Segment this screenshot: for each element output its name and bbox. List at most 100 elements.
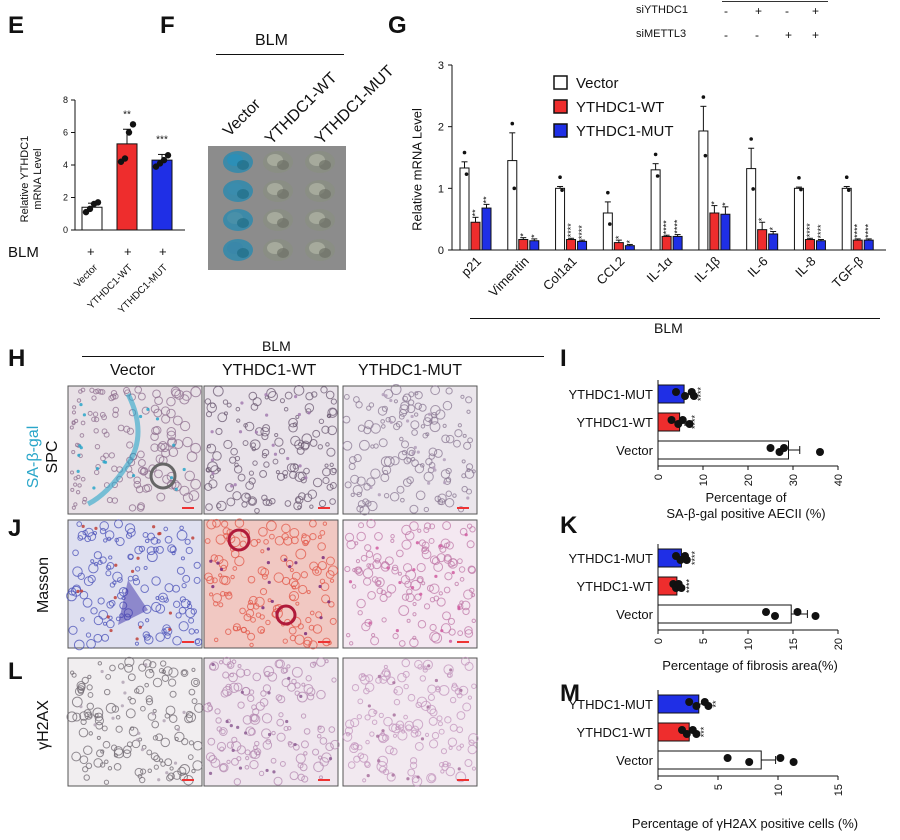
tissue-alveolus — [153, 546, 159, 553]
tissue-alveolus — [327, 565, 339, 576]
tissue-stain — [240, 401, 244, 405]
tissue-alveolus — [103, 779, 110, 785]
tissue-alveolus — [461, 459, 466, 464]
tissue-stain — [162, 719, 166, 723]
tissue-alveolus — [471, 683, 477, 689]
tissue-alveolus — [258, 527, 268, 537]
tissue-alveolus — [155, 733, 164, 742]
k-point — [811, 612, 820, 620]
tissue-stain — [449, 668, 453, 672]
tissue-alveolus — [94, 443, 101, 450]
tissue-alveolus — [207, 461, 218, 473]
tissue-alveolus — [192, 760, 203, 771]
tissue-alveolus — [456, 745, 462, 751]
tissue-alveolus — [125, 708, 136, 719]
tissue-alveolus — [194, 628, 199, 634]
tissue-alveolus — [463, 589, 474, 600]
tissue-alveolus — [215, 427, 223, 436]
i-point — [672, 388, 680, 396]
tissue-alveolus — [188, 688, 196, 696]
tissue-alveolus — [117, 577, 123, 583]
tissue-alveolus — [105, 570, 112, 577]
tissue-alveolus — [124, 663, 134, 673]
tissue-alveolus — [389, 492, 400, 502]
tissue-alveolus — [236, 756, 242, 762]
tissue-alveolus — [381, 668, 391, 677]
tissue-alveolus — [305, 616, 312, 624]
tissue-alveolus — [132, 578, 141, 586]
tissue-alveolus — [140, 705, 146, 712]
tissue-alveolus — [317, 560, 327, 571]
tissue-alveolus — [452, 493, 457, 498]
tissue-alveolus — [364, 682, 375, 692]
tissue-alveolus — [75, 489, 81, 495]
tissue-alveolus — [451, 684, 459, 692]
tissue-stain — [93, 723, 97, 727]
g-legend-label: YTHDC1-MUT — [576, 123, 674, 140]
tissue-alveolus — [134, 641, 140, 646]
tissue-alveolus — [226, 691, 231, 696]
tissue-alveolus — [426, 704, 437, 715]
tissue-alveolus — [166, 426, 177, 437]
tissue-alveolus — [99, 556, 107, 564]
g-significance: **** — [853, 223, 863, 238]
tissue-stain — [434, 574, 438, 578]
tissue-alveolus — [182, 492, 194, 503]
tissue-stain — [146, 407, 150, 411]
tissue-alveolus — [410, 420, 420, 430]
tissue-stain — [182, 467, 186, 472]
k-significance: **** — [685, 579, 695, 594]
tissue-alveolus — [356, 598, 366, 609]
tissue-alveolus — [319, 578, 326, 584]
tissue-alveolus — [206, 443, 217, 454]
tissue-alveolus — [73, 502, 78, 507]
tissue-alveolus — [134, 545, 143, 555]
tissue-stain — [464, 533, 468, 537]
tissue-alveolus — [305, 392, 314, 401]
tissue-alveolus — [403, 456, 412, 465]
tissue-alveolus — [346, 539, 356, 550]
tissue-alveolus — [329, 498, 336, 505]
g-ytick-label: 0 — [438, 245, 444, 257]
tissue-stain — [82, 413, 87, 417]
tissue-alveolus — [421, 546, 430, 555]
tissue-alveolus — [279, 398, 286, 404]
tissue-stain — [381, 729, 385, 733]
tissue-alveolus — [429, 708, 438, 717]
e-significance: *** — [156, 134, 168, 145]
tissue-alveolus — [87, 532, 97, 541]
tissue-alveolus — [322, 467, 331, 477]
tissue-alveolus — [399, 436, 404, 442]
tissue-alveolus — [316, 733, 322, 739]
tissue-alveolus — [287, 741, 293, 746]
tissue-alveolus — [459, 577, 465, 582]
tissue-alveolus — [217, 412, 228, 423]
tissue-alveolus — [167, 544, 176, 553]
tissue-stain — [410, 586, 415, 590]
tissue-alveolus — [149, 668, 154, 673]
tissue-alveolus — [266, 520, 277, 532]
tissue-alveolus — [80, 476, 86, 482]
lung-lobe-shade2 — [277, 248, 289, 258]
tissue-alveolus — [439, 761, 445, 768]
tissue-alveolus — [350, 717, 360, 728]
tissue-stain — [438, 544, 442, 548]
tissue-alveolus — [205, 503, 213, 511]
tissue-alveolus — [386, 676, 396, 686]
tissue-stain — [173, 761, 178, 765]
tissue-alveolus — [357, 500, 366, 508]
e-ytick-label: 2 — [63, 193, 68, 203]
tissue-alveolus — [144, 682, 149, 688]
tissue-alveolus — [156, 492, 166, 502]
tissue-alveolus — [226, 741, 235, 749]
lung-lobe-shade2 — [319, 189, 331, 199]
tissue-alveolus — [401, 524, 412, 536]
tissue-alveolus — [457, 558, 463, 565]
tissue-alveolus — [406, 618, 411, 623]
tissue-alveolus — [440, 469, 451, 479]
tissue-alveolus — [445, 467, 452, 475]
tissue-stain — [211, 584, 215, 589]
tissue-alveolus — [193, 576, 201, 584]
tissue-stain — [265, 413, 269, 417]
tissue-alveolus — [418, 539, 426, 547]
